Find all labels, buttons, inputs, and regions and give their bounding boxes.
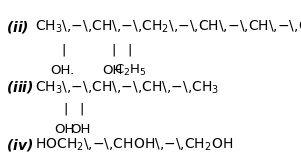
Text: OH: OH: [54, 123, 74, 136]
Text: $\bfit{(iii)}$: $\bfit{(iii)}$: [6, 79, 34, 95]
Text: OH.: OH.: [51, 64, 75, 77]
Text: $\bfit{(ii)}$: $\bfit{(ii)}$: [6, 19, 29, 34]
Text: |: |: [112, 43, 116, 56]
Text: |: |: [64, 103, 68, 116]
Text: OH: OH: [70, 123, 91, 136]
Text: |: |: [62, 43, 66, 56]
Text: OH: OH: [102, 64, 123, 77]
Text: CH$_3$\,−\,CH\,−\,CH$_2$\,−\,CH\,−\,CH\,−\,CH$_2$\,−\,CH$_3$: CH$_3$\,−\,CH\,−\,CH$_2$\,−\,CH\,−\,CH\,…: [35, 18, 301, 35]
Text: CH$_3$\,−\,CH\,−\,CH\,−\,CH$_3$: CH$_3$\,−\,CH\,−\,CH\,−\,CH$_3$: [35, 79, 219, 96]
Text: $\bfit{(iv)}$: $\bfit{(iv)}$: [6, 137, 33, 153]
Text: HOCH$_2$\,−\,CHOH\,−\,CH$_2$OH: HOCH$_2$\,−\,CHOH\,−\,CH$_2$OH: [35, 137, 233, 153]
Text: |: |: [128, 43, 132, 56]
Text: C$_2$H$_5$: C$_2$H$_5$: [114, 63, 146, 78]
Text: |: |: [80, 103, 84, 116]
